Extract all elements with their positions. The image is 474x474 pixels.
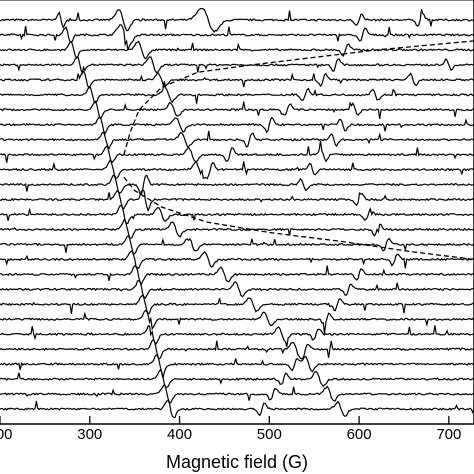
spectrum-trace-9 bbox=[0, 130, 474, 150]
x-axis-title: Magnetic field (G) bbox=[166, 452, 308, 472]
spectrum-trace-16 bbox=[0, 235, 474, 255]
spectrum-trace-3 bbox=[0, 40, 474, 60]
spectrum-trace-13 bbox=[0, 189, 474, 213]
x-tick-label-300: 300 bbox=[77, 426, 102, 443]
spectrum-trace-8 bbox=[0, 115, 474, 135]
spectrum-trace-20 bbox=[0, 294, 474, 315]
spectrum-trace-19 bbox=[0, 280, 474, 300]
spectrum-trace-7 bbox=[0, 100, 474, 119]
x-tick-label-400: 400 bbox=[167, 426, 192, 443]
spectrum-trace-27 bbox=[0, 400, 474, 419]
spectrum-trace-11 bbox=[0, 158, 474, 180]
spectrum-trace-23 bbox=[0, 338, 474, 360]
spectrum-trace-1 bbox=[0, 7, 474, 33]
x-tick-label-500: 500 bbox=[257, 426, 282, 443]
spectrum-trace-15 bbox=[0, 219, 474, 239]
x-ticks: 200 300 400 500 600 700 bbox=[0, 416, 461, 443]
spectrum-trace-17 bbox=[0, 249, 474, 269]
spectrum-trace-14 bbox=[0, 204, 474, 225]
spectrum-trace-5 bbox=[0, 70, 474, 90]
spectrum-trace-4 bbox=[0, 56, 474, 76]
spectrum-trace-18 bbox=[0, 265, 474, 286]
axes bbox=[0, 0, 474, 425]
spectra-traces bbox=[0, 7, 474, 419]
spectrum-trace-24 bbox=[0, 354, 474, 379]
spectrum-trace-2 bbox=[0, 24, 474, 51]
x-tick-label-700: 700 bbox=[436, 426, 461, 443]
spectrum-trace-22 bbox=[0, 325, 474, 347]
spectrum-trace-25 bbox=[0, 369, 474, 389]
spectrum-trace-21 bbox=[0, 309, 474, 334]
x-tick-label-200: 200 bbox=[0, 426, 13, 443]
spectrum-trace-6 bbox=[0, 81, 474, 104]
spectrum-trace-10 bbox=[0, 140, 474, 165]
guide-curve-2 bbox=[123, 176, 474, 261]
x-tick-label-600: 600 bbox=[347, 426, 372, 443]
spectrum-trace-12 bbox=[0, 174, 474, 195]
spectrum-trace-26 bbox=[0, 383, 474, 404]
dashed-guide-curves bbox=[123, 40, 474, 261]
